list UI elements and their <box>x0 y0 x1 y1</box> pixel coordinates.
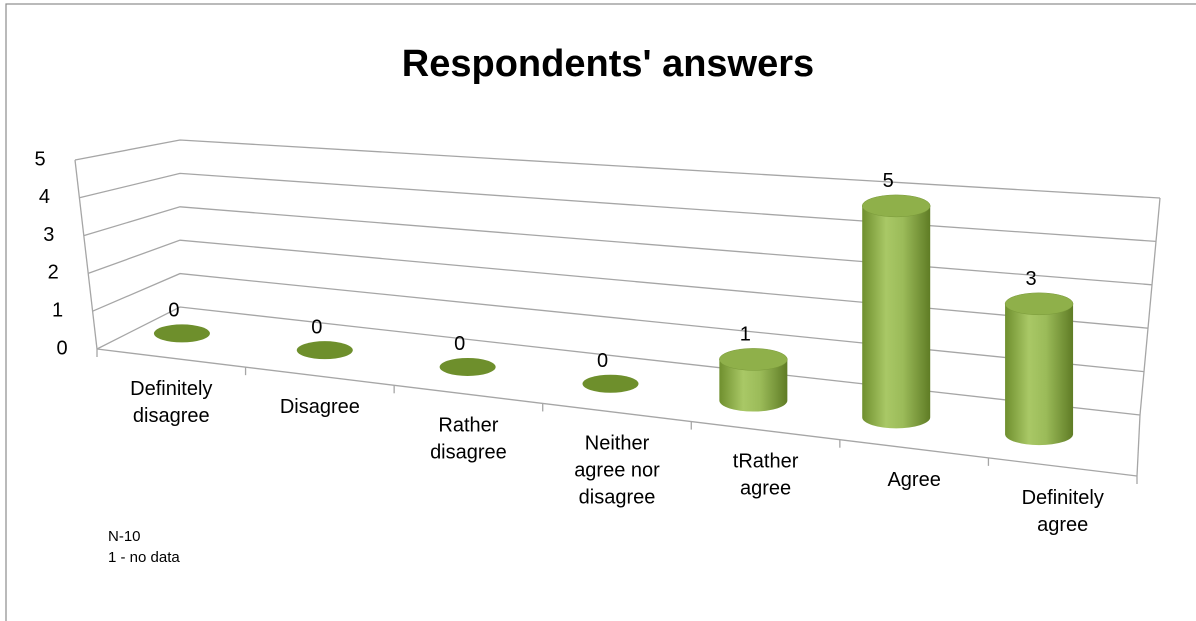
y-tick-label: 5 <box>34 148 45 170</box>
y-axis <box>74 159 98 350</box>
bar <box>153 324 210 343</box>
grid-line <box>87 239 1149 329</box>
x-tick-label: tRather agree <box>733 451 799 500</box>
y-tick-label: 3 <box>43 224 54 246</box>
bar <box>439 357 496 376</box>
bar-body <box>1005 303 1074 446</box>
bar <box>582 374 639 393</box>
grid-line <box>74 139 1161 199</box>
bar-base <box>296 341 353 360</box>
bar-top <box>861 194 931 218</box>
y-tick-label: 1 <box>52 299 63 321</box>
x-tick-label: Rather disagree <box>430 415 507 464</box>
x-tick-label: Agree <box>887 469 940 491</box>
chart-border <box>5 3 1196 621</box>
bar-top <box>719 348 788 371</box>
grid-line <box>83 206 1153 286</box>
value-label: 0 <box>597 350 608 372</box>
grid-line <box>92 272 1145 373</box>
grid-line <box>96 306 1141 416</box>
y-tick-label: 4 <box>39 186 50 208</box>
value-label: 0 <box>311 316 322 338</box>
value-label: 5 <box>883 170 894 192</box>
x-tick-label: Neither agree nor disagree <box>574 433 660 509</box>
y-tick-label: 2 <box>48 262 59 284</box>
bar-base <box>582 374 639 393</box>
bar <box>296 341 353 360</box>
value-label: 0 <box>168 300 179 322</box>
y-tick-label: 0 <box>56 337 67 359</box>
grid-line <box>79 172 1157 243</box>
floor-edge <box>1136 414 1141 477</box>
bar <box>719 348 788 412</box>
back-edge <box>1139 197 1161 416</box>
value-label: 0 <box>454 333 465 355</box>
value-label: 1 <box>740 324 751 346</box>
x-tick-label: Definitely disagree <box>130 378 212 427</box>
x-tick-label: Disagree <box>280 396 360 418</box>
value-label: 3 <box>1026 268 1037 290</box>
bar-base <box>439 357 496 376</box>
bar-body <box>719 359 788 412</box>
chart-title: Respondents' answers <box>402 43 814 85</box>
annotation: 1 - no data <box>108 549 180 566</box>
floor-edge <box>96 348 1138 477</box>
x-tick-label: Definitely agree <box>1022 487 1104 536</box>
bar <box>1004 292 1074 446</box>
bar-top <box>1004 292 1074 316</box>
bar-body <box>862 205 931 429</box>
bar <box>861 194 931 429</box>
bar-base <box>153 324 210 343</box>
annotation: N-10 <box>108 528 141 545</box>
